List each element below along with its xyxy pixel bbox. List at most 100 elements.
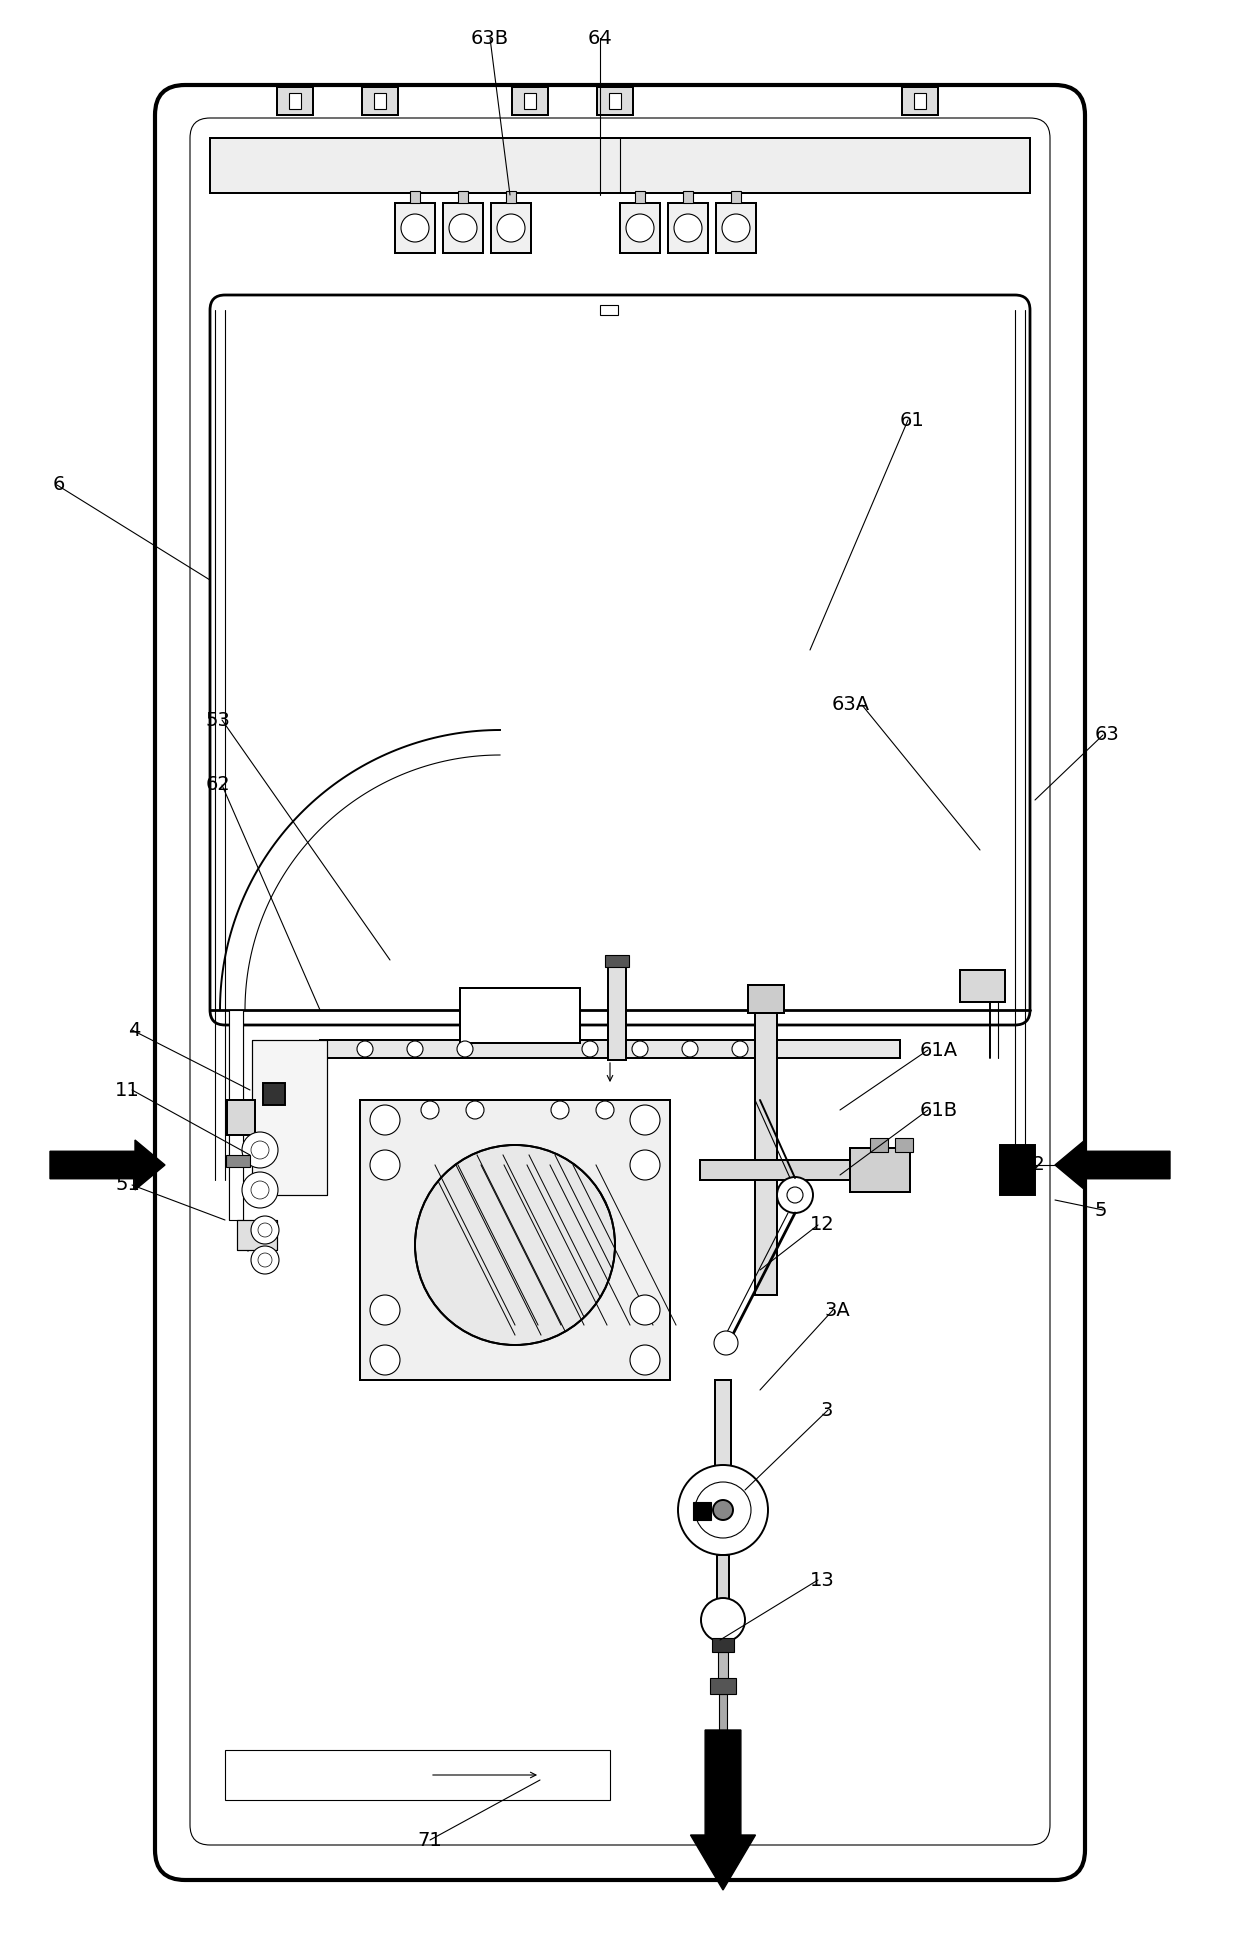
Circle shape xyxy=(777,1176,813,1214)
Circle shape xyxy=(675,215,702,242)
Bar xyxy=(320,1040,900,1057)
Circle shape xyxy=(497,215,525,242)
Bar xyxy=(396,203,435,254)
Bar xyxy=(277,88,312,115)
FancyArrow shape xyxy=(691,1731,755,1891)
Circle shape xyxy=(632,1042,649,1057)
Bar xyxy=(596,88,632,115)
Bar xyxy=(635,191,645,203)
Bar xyxy=(748,985,784,1013)
Bar xyxy=(596,88,632,115)
Bar xyxy=(715,203,756,254)
Bar xyxy=(237,1219,277,1251)
Circle shape xyxy=(250,1141,269,1159)
Bar xyxy=(719,1693,727,1732)
Bar xyxy=(901,88,937,115)
Bar xyxy=(605,954,629,968)
Bar xyxy=(443,203,484,254)
Bar xyxy=(226,1155,250,1167)
Circle shape xyxy=(787,1186,804,1204)
Circle shape xyxy=(370,1344,401,1375)
Bar xyxy=(263,1083,285,1104)
Bar xyxy=(668,203,708,254)
Bar xyxy=(668,203,708,254)
Bar xyxy=(512,88,548,115)
Bar xyxy=(755,985,777,1295)
Bar xyxy=(999,1145,1035,1196)
Bar xyxy=(870,1137,888,1151)
Circle shape xyxy=(415,1145,615,1344)
Bar xyxy=(901,88,937,115)
Bar xyxy=(600,304,618,314)
Bar xyxy=(525,94,536,109)
Bar xyxy=(701,1161,849,1180)
Text: 62: 62 xyxy=(206,775,229,794)
Circle shape xyxy=(401,215,429,242)
Circle shape xyxy=(422,1100,439,1120)
Circle shape xyxy=(250,1215,279,1245)
Circle shape xyxy=(466,1100,484,1120)
Bar xyxy=(289,94,301,109)
Bar xyxy=(609,94,621,109)
Text: 11: 11 xyxy=(115,1081,140,1100)
Bar xyxy=(362,88,398,115)
Bar xyxy=(224,1750,610,1801)
FancyArrow shape xyxy=(1055,1139,1171,1190)
Circle shape xyxy=(242,1173,278,1208)
Bar xyxy=(410,191,420,203)
Bar xyxy=(237,1219,277,1251)
Bar xyxy=(396,203,435,254)
Circle shape xyxy=(407,1042,423,1057)
Bar xyxy=(960,970,1004,1003)
Circle shape xyxy=(701,1598,745,1643)
Bar xyxy=(718,1652,728,1680)
Circle shape xyxy=(722,215,750,242)
Bar xyxy=(460,987,580,1044)
Circle shape xyxy=(258,1253,272,1266)
Circle shape xyxy=(370,1149,401,1180)
Bar xyxy=(683,191,693,203)
Circle shape xyxy=(582,1042,598,1057)
Bar xyxy=(360,1100,670,1379)
Bar xyxy=(608,960,626,1059)
Bar xyxy=(210,139,1030,193)
Circle shape xyxy=(242,1132,278,1169)
Circle shape xyxy=(732,1042,748,1057)
Bar xyxy=(620,203,660,254)
Text: 6: 6 xyxy=(52,476,64,494)
Bar xyxy=(849,1147,910,1192)
Bar xyxy=(755,985,777,1295)
Bar xyxy=(715,203,756,254)
Circle shape xyxy=(370,1295,401,1325)
Bar xyxy=(210,139,1030,193)
Text: 12: 12 xyxy=(810,1215,835,1235)
Bar xyxy=(458,191,467,203)
Bar xyxy=(620,203,660,254)
Circle shape xyxy=(630,1104,660,1135)
Bar xyxy=(717,1555,729,1606)
Bar xyxy=(460,987,580,1044)
Text: 61A: 61A xyxy=(920,1040,959,1059)
Bar xyxy=(360,1100,670,1379)
Bar xyxy=(701,1161,849,1180)
FancyArrow shape xyxy=(50,1139,165,1190)
Bar xyxy=(715,1379,732,1481)
Circle shape xyxy=(630,1344,660,1375)
Bar xyxy=(443,203,484,254)
Bar xyxy=(849,1147,910,1192)
Bar xyxy=(491,203,531,254)
Circle shape xyxy=(250,1247,279,1274)
Bar xyxy=(252,1040,327,1196)
FancyBboxPatch shape xyxy=(155,86,1085,1881)
Circle shape xyxy=(678,1465,768,1555)
Bar xyxy=(229,1011,243,1219)
Circle shape xyxy=(449,215,477,242)
Text: 64: 64 xyxy=(588,29,613,47)
Text: 3A: 3A xyxy=(825,1301,851,1319)
Bar xyxy=(608,960,626,1059)
Text: 53: 53 xyxy=(205,710,229,730)
Bar xyxy=(960,970,1004,1003)
Text: 63: 63 xyxy=(1095,726,1120,745)
Bar xyxy=(491,203,531,254)
Circle shape xyxy=(250,1180,269,1200)
